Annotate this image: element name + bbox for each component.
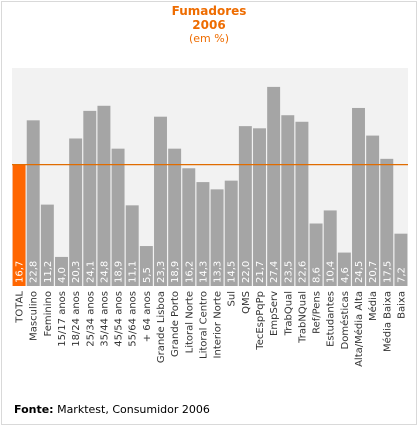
category-label: Média: [367, 291, 379, 321]
bar: [238, 126, 252, 286]
value-label: 22,0: [241, 261, 252, 283]
value-label: 22,6: [297, 261, 308, 283]
value-label: 24,8: [99, 261, 110, 283]
category-label: Sul: [227, 291, 238, 306]
bar: [125, 205, 139, 286]
value-label: 14,5: [227, 261, 238, 283]
value-label: 21,7: [255, 261, 266, 283]
category-label: 25/34 anos: [85, 291, 96, 347]
value-label: 4,6: [340, 267, 351, 283]
bar: [154, 116, 167, 286]
value-label: 18,9: [170, 261, 181, 283]
bar: [111, 148, 125, 286]
bar: [97, 105, 111, 286]
value-label: 16,2: [184, 261, 195, 283]
bar: [168, 148, 182, 286]
value-label: 7,2: [396, 267, 407, 283]
category-label: Interior Norte: [213, 291, 224, 358]
bar: [55, 256, 68, 286]
bar: [196, 182, 210, 286]
chart-title: Fumadores: [171, 4, 247, 18]
value-label: 24,1: [85, 261, 96, 283]
bar: [182, 168, 196, 286]
value-label: 23,5: [283, 261, 294, 283]
bar: [253, 128, 266, 286]
category-label: EmpServ: [269, 291, 280, 336]
value-label: 14,3: [198, 261, 209, 283]
bar: [309, 223, 323, 286]
value-label: 5,5: [142, 267, 153, 283]
value-label: 4,0: [57, 267, 68, 283]
category-label: Estudantes: [326, 291, 337, 347]
category-label: 55/64 anos: [128, 291, 139, 347]
bar: [295, 121, 309, 286]
category-label: 18/24 anos: [71, 291, 82, 347]
bar: [366, 135, 380, 286]
bar: [26, 120, 40, 286]
bar: [12, 164, 26, 286]
category-label: 45/54 anos: [114, 291, 125, 347]
bar: [352, 107, 365, 286]
source-text: Marktest, Consumidor 2006: [57, 403, 210, 416]
bar: [224, 180, 238, 286]
value-label: 8,6: [312, 267, 323, 283]
category-label: TecEspPqPp: [255, 291, 266, 351]
category-label: Grande Porto: [170, 291, 181, 357]
chart-subtitle: 2006: [192, 18, 226, 32]
bar: [323, 210, 337, 286]
value-label: 24,5: [354, 261, 365, 283]
value-label: 23,3: [156, 261, 167, 283]
category-label: Média Baixa: [381, 291, 393, 352]
bar: [394, 233, 408, 286]
value-label: 20,3: [71, 261, 82, 283]
category-label: Feminino: [43, 291, 54, 336]
category-label: Litoral Centro: [198, 291, 209, 359]
category-label: Baixa: [396, 291, 407, 319]
chart-titles: Fumadores 2006 (em %): [0, 4, 418, 46]
value-label: 11,2: [43, 261, 54, 283]
category-label: Masculino: [29, 291, 40, 341]
category-label: + 64 anos: [142, 291, 153, 342]
source-note: Fonte: Marktest, Consumidor 2006: [14, 403, 210, 416]
bar: [267, 86, 281, 286]
category-label: TOTAL: [15, 291, 26, 324]
bar: [69, 138, 83, 286]
bar: [83, 110, 97, 286]
value-label: 13,3: [213, 261, 224, 283]
category-label: TrabNQual: [297, 291, 308, 344]
category-label: Alta/Média Alta: [353, 291, 365, 367]
bar: [337, 252, 351, 286]
source-label: Fonte:: [14, 403, 54, 416]
value-label: 17,5: [382, 261, 393, 283]
bar: [40, 204, 54, 286]
category-label: QMS: [241, 291, 252, 314]
category-label: Ref/Pens: [312, 291, 323, 334]
value-label: 18,9: [114, 261, 125, 283]
value-label: 20,7: [368, 261, 379, 283]
bar: [281, 115, 295, 286]
bar: [210, 189, 224, 286]
category-label: 35/44 anos: [99, 291, 110, 347]
bar: [139, 246, 153, 286]
value-label: 16,7: [15, 261, 26, 283]
chart-unit-note: (em %): [188, 32, 229, 45]
value-label: 11,1: [128, 261, 139, 283]
category-label: Grande Lisboa: [156, 291, 167, 363]
value-label: 10,4: [326, 261, 337, 283]
category-label: TrabQual: [283, 291, 294, 336]
bar: [380, 158, 394, 286]
category-label: Domésticas: [339, 291, 351, 349]
category-label: 15/17 anos: [57, 291, 68, 347]
category-label: Litoral Norte: [184, 291, 195, 353]
value-label: 27,4: [269, 261, 280, 283]
value-label: 22,8: [29, 261, 40, 283]
